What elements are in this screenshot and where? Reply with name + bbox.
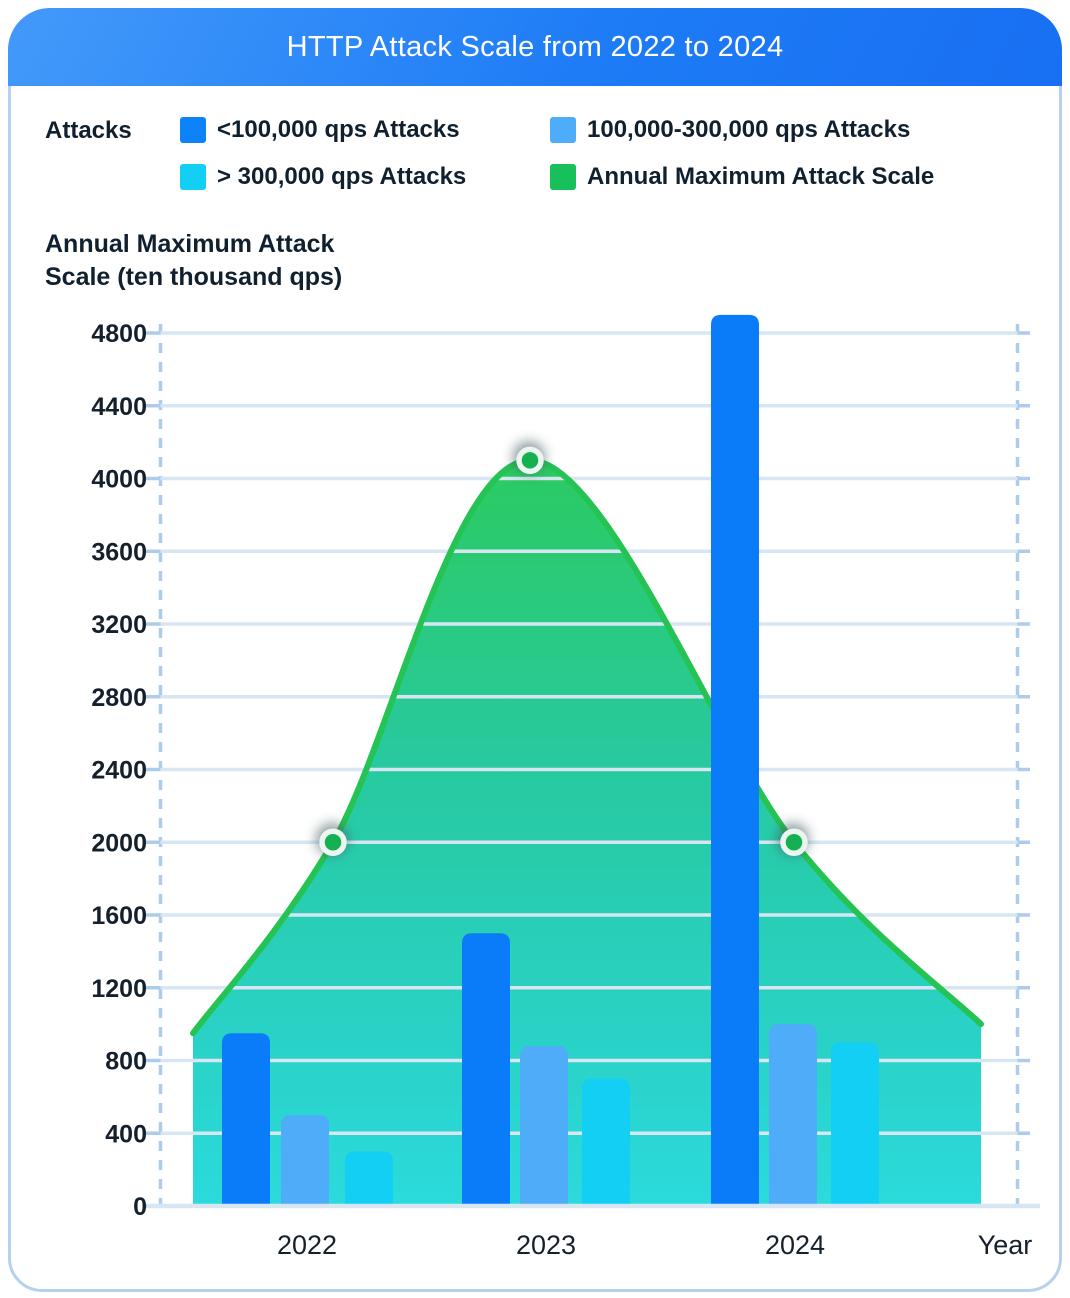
x-tick-2024: 2024 xyxy=(764,1230,826,1260)
y-tick-label-2000: 2000 xyxy=(91,829,147,857)
y-tick-label-800: 800 xyxy=(105,1048,147,1076)
y-tick-label-3200: 3200 xyxy=(91,611,147,639)
legend-swatch-annual-max-icon xyxy=(550,164,576,190)
y-tick-label-3600: 3600 xyxy=(91,538,147,566)
y-axis-title: Annual Maximum Attack Scale (ten thousan… xyxy=(45,228,342,294)
y-tick-label-1600: 1600 xyxy=(91,902,147,930)
bar-2023-series1 xyxy=(462,933,510,1206)
bar-2022-series3 xyxy=(345,1151,393,1206)
legend-swatch-gt300k-icon xyxy=(180,164,206,190)
y-tick-label-4800: 4800 xyxy=(91,320,147,348)
y-tick-label-2400: 2400 xyxy=(91,757,147,785)
legend-swatch-lt100k-icon xyxy=(180,117,206,143)
bar-2024-series3 xyxy=(831,1042,879,1206)
x-tick-2022: 2022 xyxy=(276,1230,338,1260)
bar-2023-series2 xyxy=(520,1045,568,1206)
y-axis-title-line2: Scale (ten thousand qps) xyxy=(45,263,343,291)
legend-swatch-100k-300k-icon xyxy=(550,117,576,143)
y-tick-label-4000: 4000 xyxy=(91,466,147,494)
legend-label-gt300k: > 300,000 qps Attacks xyxy=(217,163,467,190)
bar-2024-series2 xyxy=(769,1024,817,1206)
legend-label-annual-max: Annual Maximum Attack Scale xyxy=(587,163,935,190)
chart-title: HTTP Attack Scale from 2022 to 2024 xyxy=(286,30,784,63)
legend-label-100k-300k: 100,000-300,000 qps Attacks xyxy=(587,116,911,143)
annual-max-marker-2024 xyxy=(777,823,809,856)
y-tick-label-0: 0 xyxy=(133,1193,147,1221)
annual-max-marker-2023 xyxy=(513,441,545,475)
legend-item-annual-max[interactable]: Annual Maximum Attack Scale xyxy=(550,163,934,191)
legend-item-lt100k[interactable]: <100,000 qps Attacks xyxy=(180,116,460,144)
annual-max-marker-2022 xyxy=(316,823,348,856)
y-tick-label-1200: 1200 xyxy=(91,975,147,1003)
y-tick-label-400: 400 xyxy=(105,1120,147,1148)
legend-axis-label: Attacks xyxy=(45,117,132,144)
x-axis-title: Year xyxy=(977,1230,1033,1260)
y-tick-label-2800: 2800 xyxy=(91,684,147,712)
legend-item-gt300k[interactable]: > 300,000 qps Attacks xyxy=(180,163,466,191)
x-tick-2023: 2023 xyxy=(515,1230,577,1260)
chart-header: HTTP Attack Scale from 2022 to 2024 xyxy=(8,8,1062,86)
bar-2024-series1 xyxy=(711,314,759,1206)
y-axis-title-line1: Annual Maximum Attack xyxy=(45,230,335,258)
y-tick-label-4400: 4400 xyxy=(91,393,147,421)
bar-2022-series2 xyxy=(281,1115,329,1206)
bar-2023-series3 xyxy=(582,1078,630,1206)
legend-label-lt100k: <100,000 qps Attacks xyxy=(217,116,460,143)
annual-max-area xyxy=(193,460,981,1206)
bar-2022-series1 xyxy=(222,1033,270,1206)
legend-item-100k-300k[interactable]: 100,000-300,000 qps Attacks xyxy=(550,116,910,144)
